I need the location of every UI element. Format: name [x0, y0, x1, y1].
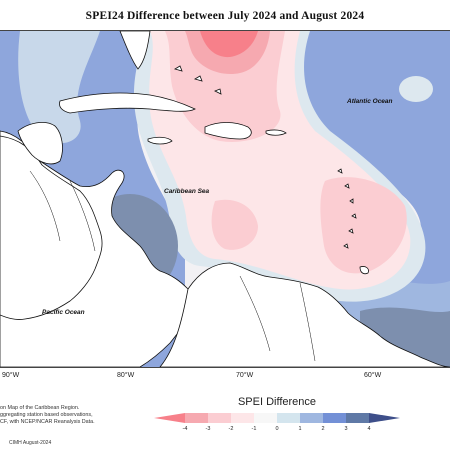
color-bar-tick: -1 [251, 426, 257, 432]
lon-tick-60w: 60°W [364, 372, 382, 379]
label-caribbean-sea: Caribbean Sea [164, 188, 210, 195]
color-bar [154, 413, 400, 423]
color-bar-segment [154, 413, 185, 423]
color-bar-segment [185, 413, 209, 423]
color-bar-tick: -3 [205, 426, 211, 432]
color-bar-segment [300, 413, 324, 423]
map-canvas: Atlantic Ocean Caribbean Sea Pacific Oce… [0, 31, 450, 367]
color-bar-tick: -2 [228, 426, 234, 432]
color-bar-segment [369, 413, 400, 423]
map-title: SPEI24 Difference between July 2024 and … [85, 10, 365, 22]
color-bar-labels: -4 -3 -2 -1 0 1 2 3 4 [0, 426, 450, 434]
red-field [149, 31, 411, 290]
pale-circle [399, 76, 433, 102]
lon-tick-70w: 70°W [236, 372, 254, 379]
credit-line: CF, with NCEP/NCAR Reanalysis Data. [0, 419, 95, 425]
color-bar-segment [254, 413, 278, 423]
map-panel: Atlantic Ocean Caribbean Sea Pacific Oce… [0, 30, 450, 368]
color-bar-tick: 3 [344, 426, 348, 432]
landmasses [0, 31, 450, 367]
label-pacific-ocean: Pacific Ocean [42, 309, 85, 316]
color-bar-segment [208, 413, 232, 423]
label-atlantic-ocean: Atlantic Ocean [346, 98, 393, 105]
color-bar-tick: 1 [298, 426, 302, 432]
color-bar-segment [277, 413, 301, 423]
color-bar-tick: -4 [182, 426, 188, 432]
lon-tick-80w: 80°W [117, 372, 135, 379]
legend-title: SPEI Difference [237, 396, 317, 408]
color-bar-tick: 0 [275, 426, 279, 432]
color-bar-segment [231, 413, 255, 423]
footer-credit: CIMH August-2024 [9, 440, 52, 446]
color-bar-segment [323, 413, 347, 423]
color-bar-tick: 2 [321, 426, 325, 432]
credit-line: on Map of the Caribbean Region. [0, 405, 80, 411]
color-bar-segment [346, 413, 370, 423]
credit-line: ggregating station based observations, [0, 412, 93, 418]
color-bar-tick: 4 [367, 426, 371, 432]
lon-tick-90w: 90°W [2, 372, 20, 379]
credit-text: on Map of the Caribbean Region. ggregati… [0, 405, 95, 426]
